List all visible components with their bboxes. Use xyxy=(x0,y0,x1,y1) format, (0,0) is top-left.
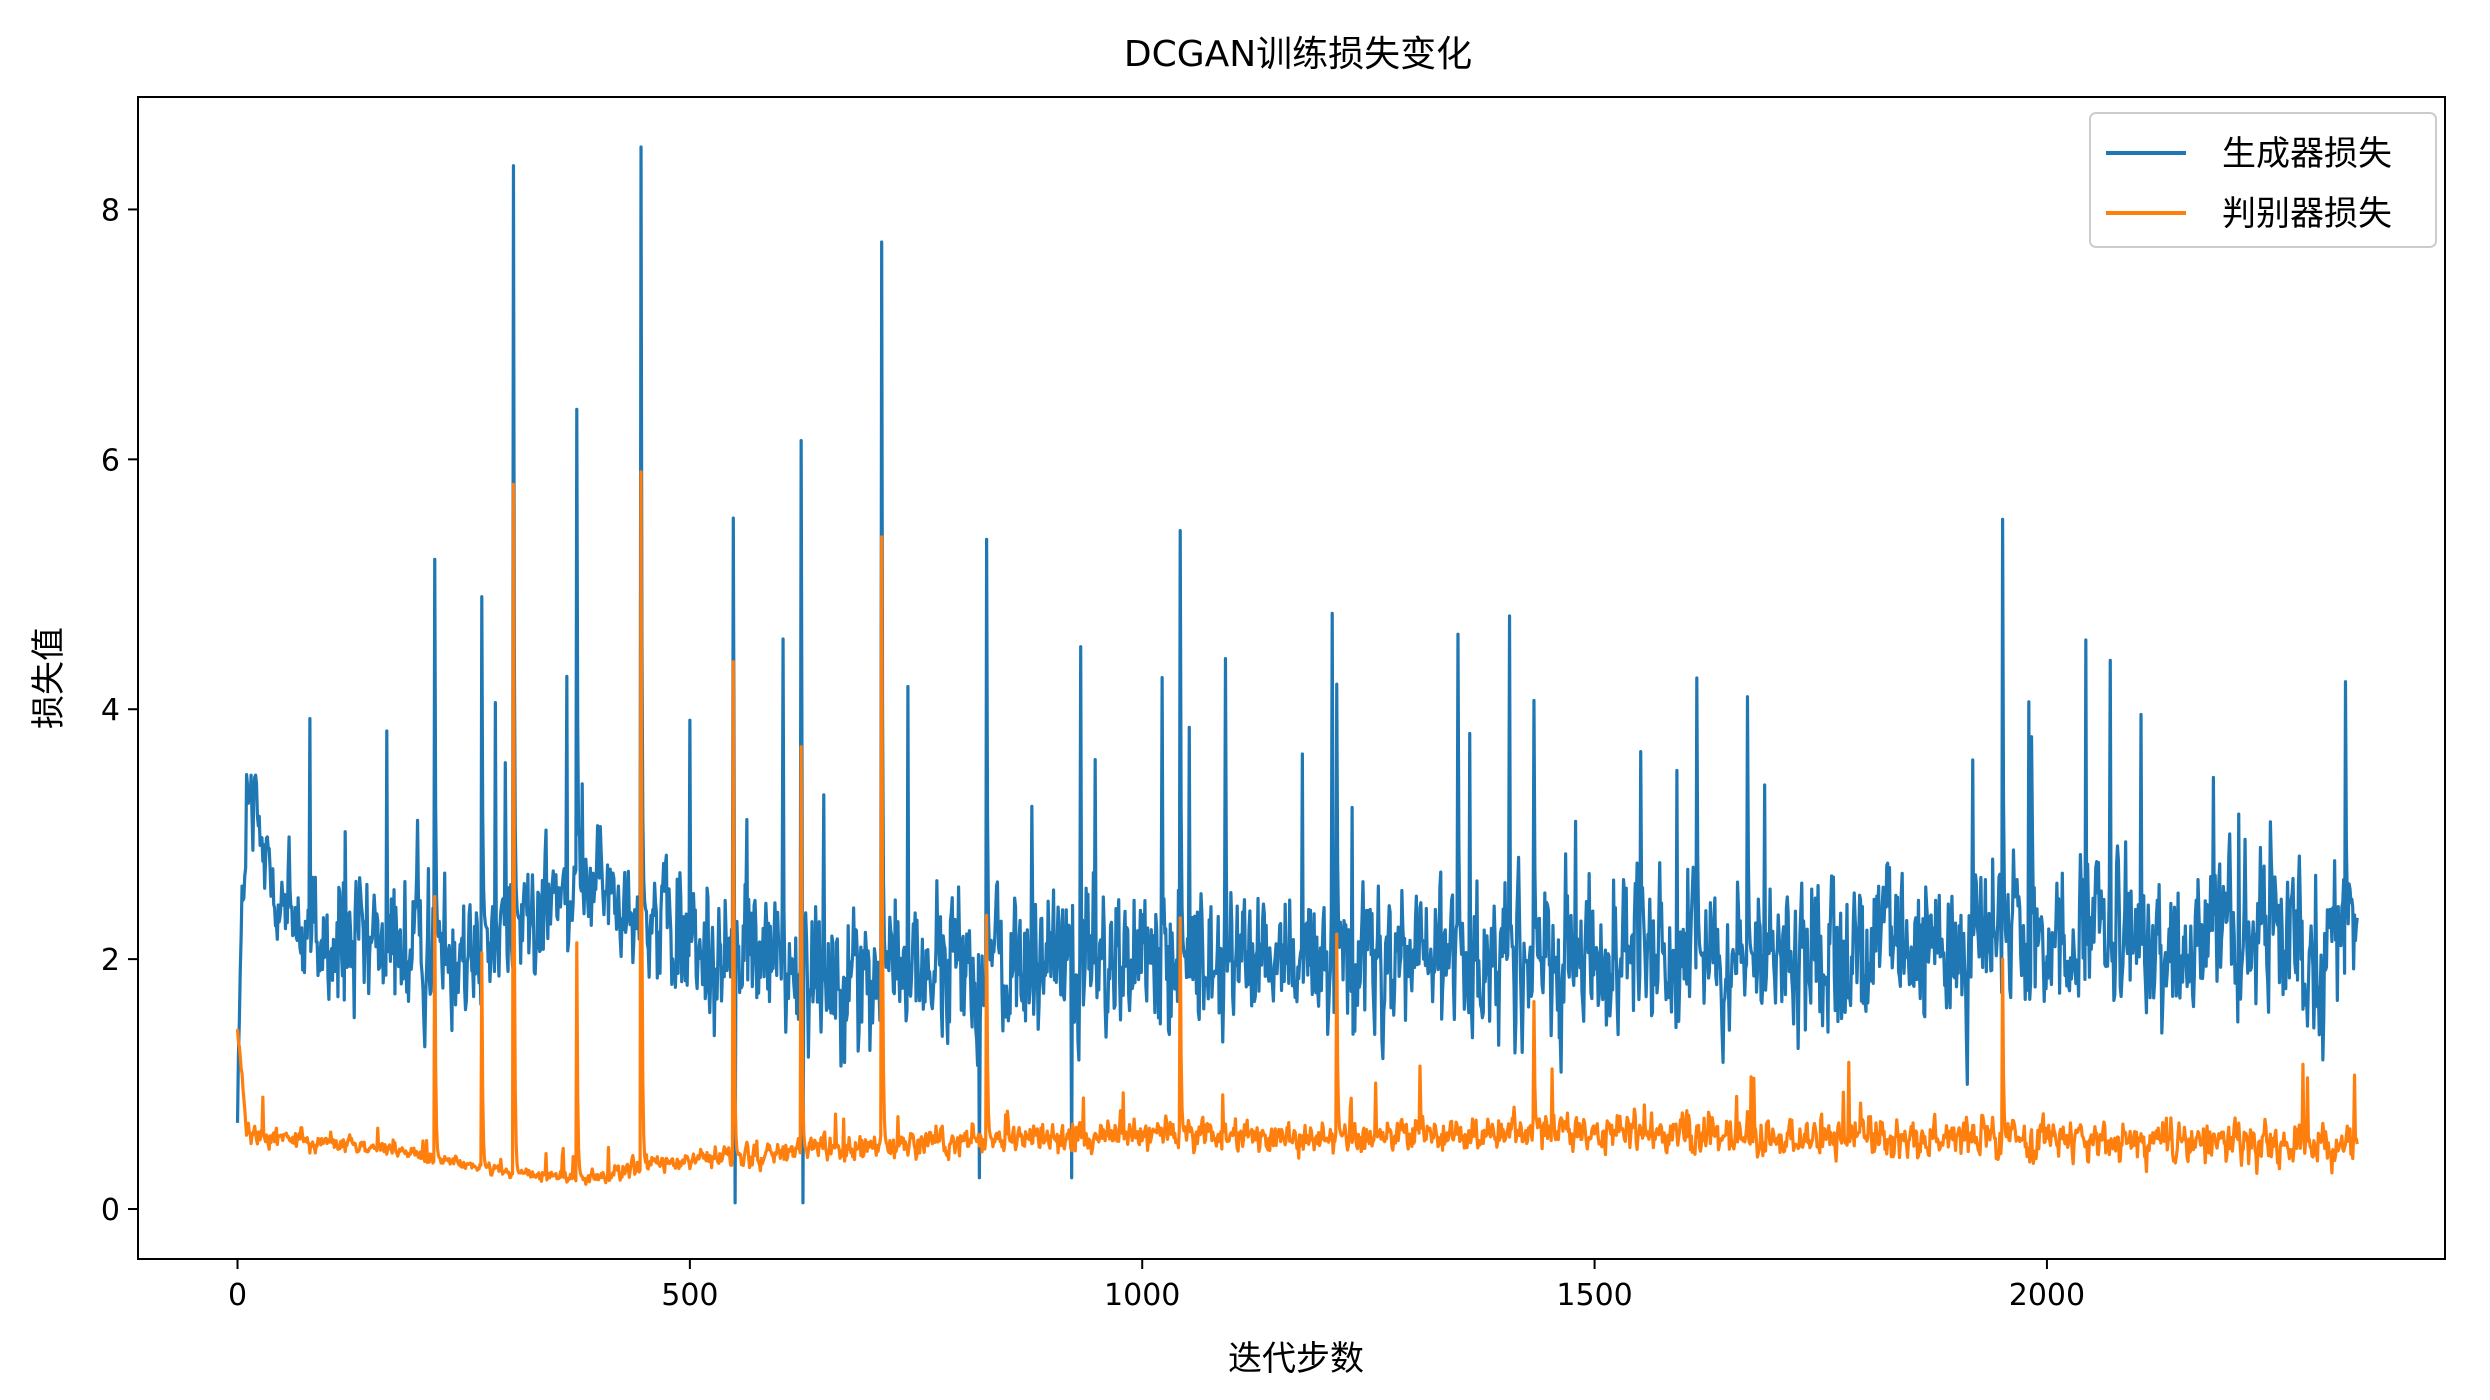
legend-label-discriminator: 判别器损失 xyxy=(2222,194,2392,234)
y-tick-label: 4 xyxy=(101,693,120,728)
x-tick-label: 2000 xyxy=(2009,1278,2085,1313)
series-line-generator xyxy=(235,145,2359,1205)
plot-area xyxy=(235,145,2359,1205)
x-tick-label: 1500 xyxy=(1556,1278,1632,1313)
y-tick-label: 6 xyxy=(101,443,120,478)
y-tick-label: 8 xyxy=(101,193,120,228)
x-tick-label: 500 xyxy=(661,1278,718,1313)
y-axis-title: 损失值 xyxy=(29,627,69,729)
y-axis: 0 2 4 6 8 xyxy=(101,193,138,1228)
y-tick-label: 2 xyxy=(101,943,120,978)
y-tick-label: 0 xyxy=(101,1193,120,1228)
x-tick-label: 0 xyxy=(228,1278,247,1313)
x-axis: 0 500 1000 1500 2000 xyxy=(228,1259,2085,1313)
legend: 生成器损失 判别器损失 xyxy=(2089,112,2437,248)
plot-frame xyxy=(137,96,2446,1260)
chart-title: DCGAN训练损失变化 xyxy=(1124,34,1472,75)
series-line-discriminator xyxy=(235,470,2359,1186)
x-tick-label: 1000 xyxy=(1104,1278,1180,1313)
x-axis-title: 迭代步数 xyxy=(1228,1339,1364,1379)
legend-label-generator: 生成器损失 xyxy=(2222,134,2392,174)
